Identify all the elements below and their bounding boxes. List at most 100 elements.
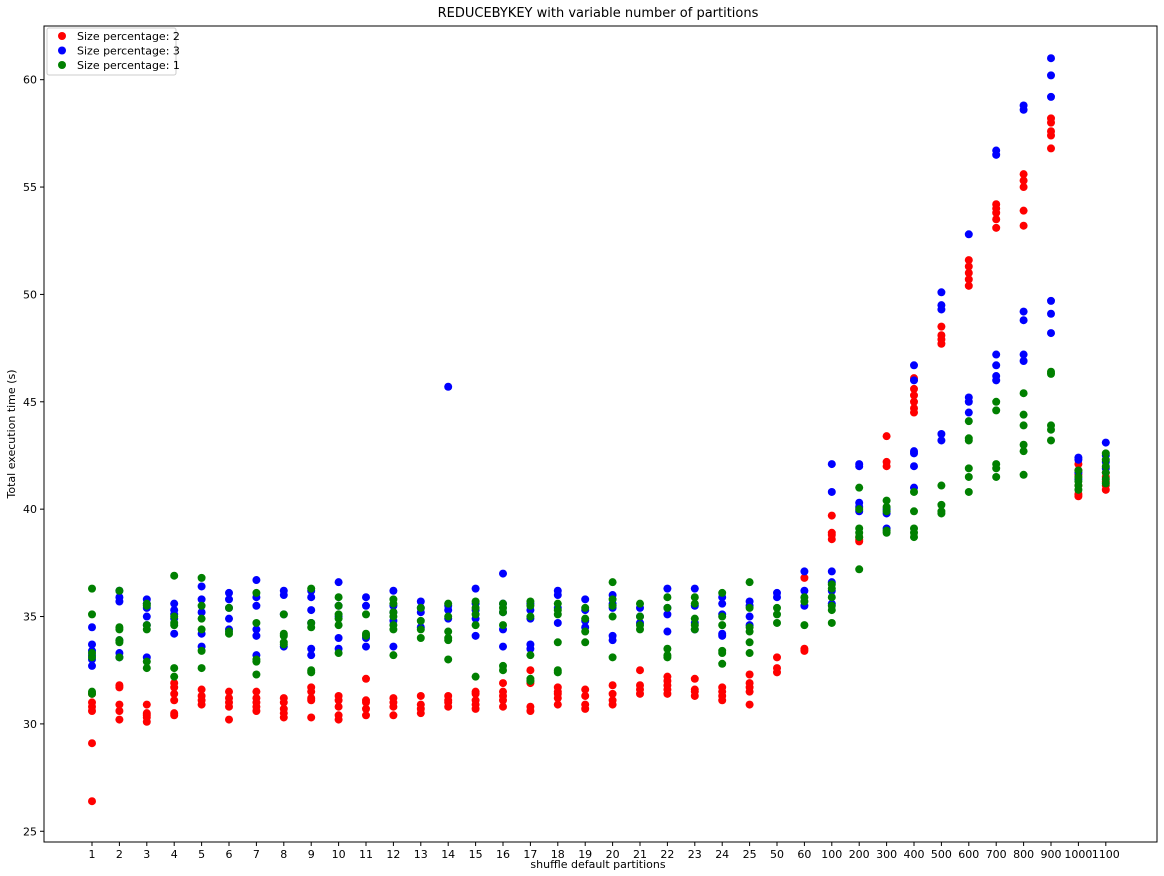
data-point (416, 616, 425, 625)
data-point (252, 601, 261, 610)
data-point (170, 599, 179, 608)
data-point (115, 707, 124, 716)
data-point (718, 629, 727, 638)
data-point (471, 696, 480, 705)
data-point (471, 610, 480, 619)
data-point (279, 610, 288, 619)
data-point (88, 797, 96, 806)
data-point (362, 674, 370, 683)
data-point (526, 674, 535, 683)
data-point (499, 599, 507, 608)
x-tick-label: 400 (904, 848, 925, 861)
data-point (992, 460, 1001, 469)
data-point (964, 487, 973, 496)
data-point (581, 603, 590, 612)
data-point (910, 376, 918, 385)
data-point (115, 700, 124, 709)
x-axis-label: shuffle default partitions (530, 858, 665, 871)
data-point (197, 646, 206, 655)
data-point (827, 511, 836, 520)
data-point (389, 642, 398, 651)
data-point (389, 621, 398, 630)
data-point (827, 528, 836, 537)
data-point (964, 417, 973, 426)
data-point (88, 687, 96, 696)
data-point (800, 573, 809, 582)
x-tick-label: 600 (958, 848, 979, 861)
data-point (690, 599, 699, 608)
data-point (608, 595, 617, 604)
data-point (307, 593, 316, 602)
x-axis: 1 2 3 4 5 6 7 8 9 10 11 12 13 14 15 16 17 18 19 20 21 22 23 24 2… (89, 842, 1120, 861)
data-point (471, 603, 480, 612)
data-point (745, 679, 754, 688)
x-tick-label: 1100 (1092, 848, 1120, 861)
y-tick-label: 25 (23, 825, 37, 838)
data-point (225, 603, 233, 612)
x-tick-label: 21 (633, 848, 647, 861)
data-point (1019, 421, 1028, 430)
data-point (636, 599, 644, 608)
data-point (307, 713, 316, 722)
data-point (252, 625, 261, 634)
x-tick-label: 19 (578, 848, 592, 861)
x-tick-label: 200 (849, 848, 870, 861)
data-point (608, 612, 617, 621)
data-point (142, 599, 151, 608)
data-point (855, 565, 864, 574)
data-point (526, 702, 535, 711)
data-point (773, 618, 781, 627)
data-point (581, 691, 590, 700)
data-point (307, 584, 316, 593)
data-point (636, 666, 644, 675)
data-point (88, 739, 96, 748)
data-point (910, 447, 918, 456)
x-tick-label: 17 (523, 848, 537, 861)
data-point (827, 593, 836, 602)
data-point (471, 672, 480, 681)
data-point (553, 618, 562, 627)
data-point (307, 694, 316, 703)
legend-marker (58, 46, 66, 55)
data-point (197, 625, 206, 634)
y-tick-label: 55 (23, 181, 37, 194)
data-point (608, 653, 617, 662)
data-point (307, 644, 316, 653)
data-point (334, 634, 343, 642)
data-point (937, 507, 946, 516)
data-point (663, 627, 672, 636)
data-point (444, 612, 453, 621)
data-point (1019, 410, 1028, 419)
x-tick-label: 50 (770, 848, 784, 861)
plot-area-frame (43, 25, 1158, 843)
data-point (1019, 206, 1028, 215)
data-point (992, 146, 1001, 155)
data-point (1019, 447, 1028, 456)
data-point (444, 655, 453, 664)
data-point (252, 576, 261, 585)
data-point (553, 586, 562, 595)
data-point (1047, 144, 1055, 153)
data-point (745, 603, 754, 612)
data-point (745, 638, 754, 647)
data-point (882, 457, 891, 466)
data-point (362, 704, 370, 713)
data-point (279, 638, 288, 647)
data-point (690, 621, 699, 630)
data-point (142, 664, 151, 673)
data-point (170, 696, 179, 705)
data-point (1047, 71, 1055, 80)
data-point (279, 694, 288, 703)
data-point (1101, 449, 1110, 458)
data-point (1047, 54, 1055, 63)
data-point (882, 496, 891, 505)
data-point (471, 687, 480, 696)
data-point (608, 696, 617, 705)
data-point (745, 700, 754, 709)
data-point (1074, 466, 1083, 475)
data-point (197, 582, 206, 591)
data-point (992, 200, 1001, 209)
data-point (581, 627, 590, 636)
x-tick-label: 9 (308, 848, 315, 861)
